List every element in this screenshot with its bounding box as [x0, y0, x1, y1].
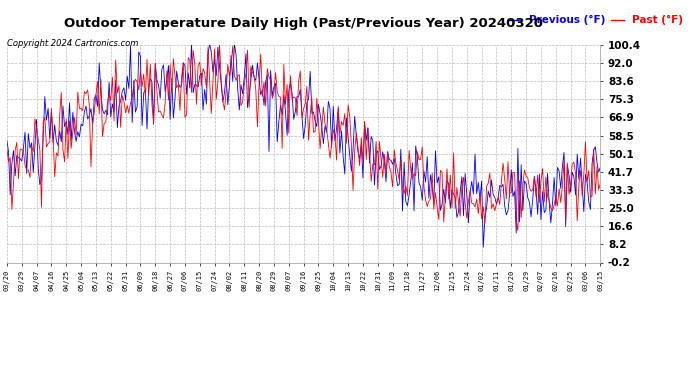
- Text: Copyright 2024 Cartronics.com: Copyright 2024 Cartronics.com: [7, 39, 138, 48]
- Legend: Previous (°F), Past (°F): Previous (°F), Past (°F): [504, 11, 687, 30]
- Text: Outdoor Temperature Daily High (Past/Previous Year) 20240320: Outdoor Temperature Daily High (Past/Pre…: [64, 17, 543, 30]
